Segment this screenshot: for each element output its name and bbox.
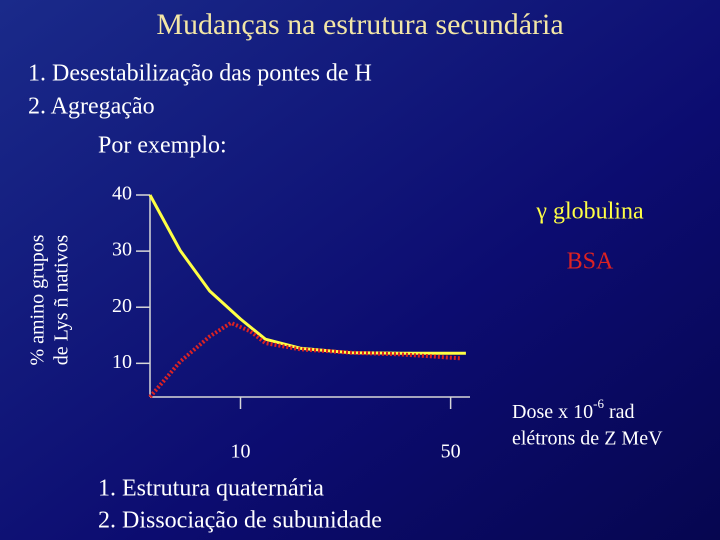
y-axis-label: % amino grupos de Lys ñ nativos bbox=[27, 234, 73, 365]
series-line bbox=[148, 194, 466, 355]
slide-title: Mudanças na estrutura secundária bbox=[156, 8, 563, 41]
text-line: 2. Agregação bbox=[28, 94, 155, 120]
y-tick-label: 40 bbox=[112, 183, 132, 205]
y-label-line: de Lys ñ nativos bbox=[51, 235, 73, 366]
x-label-part: rad bbox=[604, 401, 635, 423]
x-label-part: Dose x 10 bbox=[512, 401, 593, 423]
x-tick-label: 10 bbox=[230, 441, 250, 463]
footer-line: 1. Estrutura quaternária bbox=[98, 476, 324, 502]
legend-label: γ globulina bbox=[535, 199, 644, 225]
x-tick-label: 50 bbox=[441, 441, 461, 463]
legend-label: BSA bbox=[567, 249, 614, 275]
y-tick-label: 10 bbox=[112, 351, 132, 373]
y-tick-label: 20 bbox=[112, 295, 132, 317]
x-axis-label: Dose x 10-6 rad bbox=[512, 396, 635, 423]
series-line bbox=[148, 320, 462, 399]
text-line: 1. Desestabilização das pontes de H bbox=[28, 61, 372, 87]
y-tick-label: 30 bbox=[112, 239, 132, 261]
x-label-part: -6 bbox=[593, 396, 604, 411]
y-label-line: % amino grupos bbox=[27, 234, 49, 365]
footer-line: 2. Dissociação de subunidade bbox=[98, 508, 382, 534]
text-line: Por exemplo: bbox=[98, 133, 227, 159]
x-axis-label: elétrons de Z MeV bbox=[512, 428, 663, 450]
